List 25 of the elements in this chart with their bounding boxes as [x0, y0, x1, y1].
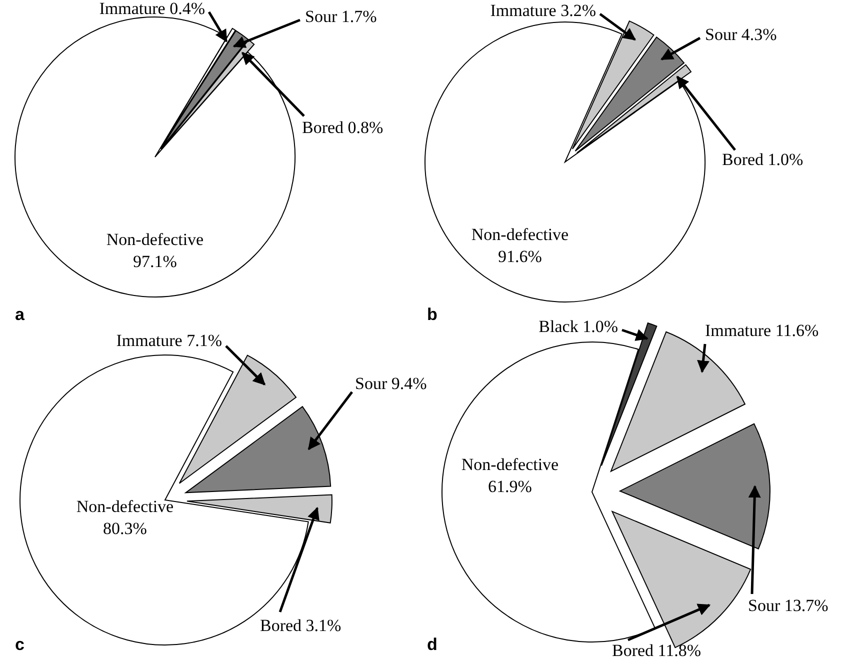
slice-label: Bored 1.0% [722, 150, 804, 169]
text: c [15, 635, 24, 654]
slice-label: Sour 4.3% [705, 25, 777, 44]
slice-label: Immature 11.6% [705, 321, 819, 340]
text: d [427, 635, 438, 654]
slice-label: Bored 3.1% [260, 616, 342, 635]
slice-label: Immature 7.1% [116, 331, 222, 350]
data-label: 61.9% [488, 477, 532, 496]
slice-label: Sour 1.7% [305, 7, 377, 26]
slice-label: Black 1.0% [538, 317, 618, 336]
data-label: 91.6% [498, 247, 542, 266]
slice-label: Non-defective [106, 230, 204, 249]
text: a [15, 305, 25, 324]
data-label: 80.3% [103, 519, 147, 538]
text: b [427, 305, 438, 324]
legend-label: Bored 11.8% [612, 641, 702, 659]
slice-label: Sour 13.7% [748, 596, 828, 615]
data-label: 97.1% [133, 252, 177, 271]
slice-label: Bored 0.8% [302, 118, 384, 137]
slice-label: Non-defective [461, 455, 559, 474]
slice-label: Non-defective [76, 497, 174, 516]
slice-label: Immature 3.2% [490, 1, 596, 20]
slice-label: Non-defective [471, 225, 569, 244]
slice-label: Immature 0.4% [99, 0, 205, 18]
slice-label: Sour 9.4% [355, 374, 427, 393]
